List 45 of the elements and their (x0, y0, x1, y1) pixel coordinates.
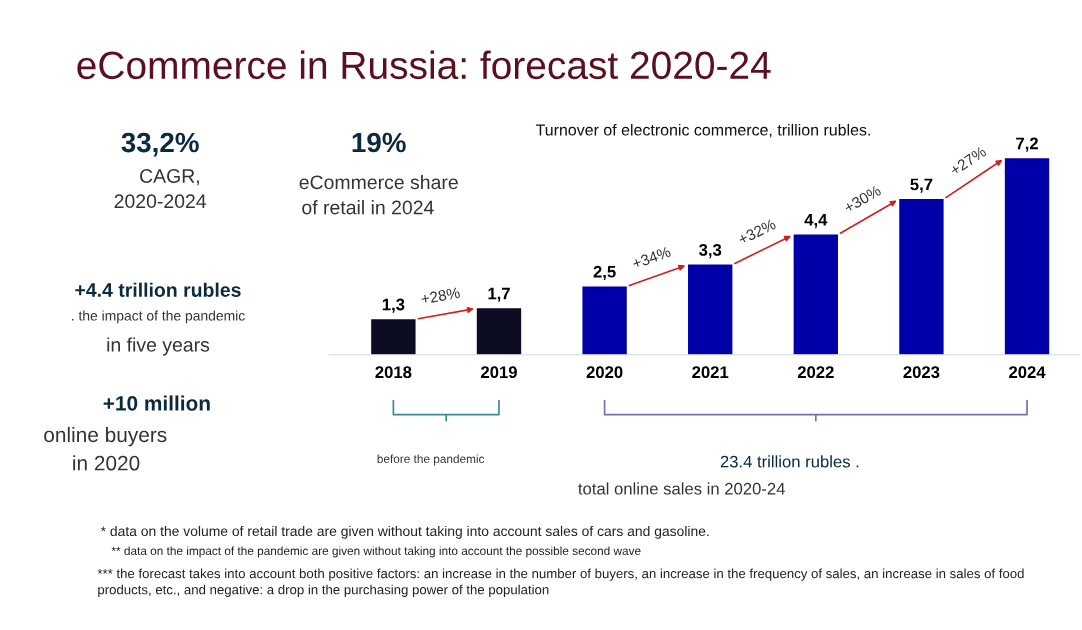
data-label: 1,7 (488, 287, 510, 302)
text: . the impact of the pandemic (72, 310, 245, 324)
text: in five years (107, 337, 210, 356)
x-tick-label: 2018 (375, 366, 412, 379)
text: 2020-2024 (114, 194, 207, 209)
annotation: eCommerce share (299, 174, 458, 190)
data-label: 1,3 (382, 298, 405, 313)
bar (371, 319, 416, 355)
chart-subtitle: Turnover of electronic commerce, trillion rubles. (535, 123, 870, 138)
text: *** the forecast takes into account both positive factors: an increase in the number of buyers, an increase in the frequency of sales, an increase in sales of food products, etc., and negative: a drop in the purchasing power of the population (97, 568, 1024, 597)
x-tick-label: 2022 (797, 366, 834, 379)
x-tick-label: 2020 (586, 366, 623, 379)
x-tick-label: 2024 (1009, 366, 1046, 379)
text: +10 million (103, 395, 210, 411)
text: before the pandemic (377, 454, 485, 466)
text: 23.4 trillion rubles . (720, 455, 859, 468)
text: online buyers (44, 426, 167, 447)
x-tick-label: 2023 (903, 366, 940, 379)
data-label: 2,5 (593, 265, 616, 281)
x-tick-label: 2019 (481, 366, 517, 379)
annotation: +28% (420, 287, 461, 305)
text: CAGR, (140, 169, 199, 186)
text: * data on the volume of retail trade are given without taking into account sales of cars and gasoline. (100, 525, 709, 539)
text: 33,2% (121, 132, 199, 157)
annotation: +30% (843, 184, 882, 214)
data-label: 4,4 (804, 214, 828, 229)
bar (1004, 158, 1050, 355)
chart-title: eCommerce in Russia: forecast 2020-24 (77, 50, 771, 80)
text: +4.4 trillion rubles (75, 282, 241, 297)
bar (688, 264, 733, 355)
x-tick-label: 2021 (692, 366, 729, 379)
text: in 2020 (73, 455, 140, 471)
annotation: of retail in 2024 (302, 200, 434, 215)
data-label: 5,7 (910, 178, 933, 193)
bar (582, 286, 627, 355)
bar (476, 308, 522, 355)
text: ** data on the impact of the pandemic are given without taking into account the possible second wave (111, 546, 641, 558)
text: total online sales in 2020-24 (578, 482, 785, 495)
data-label: 3,3 (699, 243, 722, 259)
text: 19% (352, 132, 406, 153)
data-label: 7,2 (1016, 137, 1038, 152)
annotation: +34% (631, 246, 672, 270)
bar (899, 199, 944, 355)
annotation: +32% (737, 218, 777, 245)
bar (793, 234, 838, 355)
